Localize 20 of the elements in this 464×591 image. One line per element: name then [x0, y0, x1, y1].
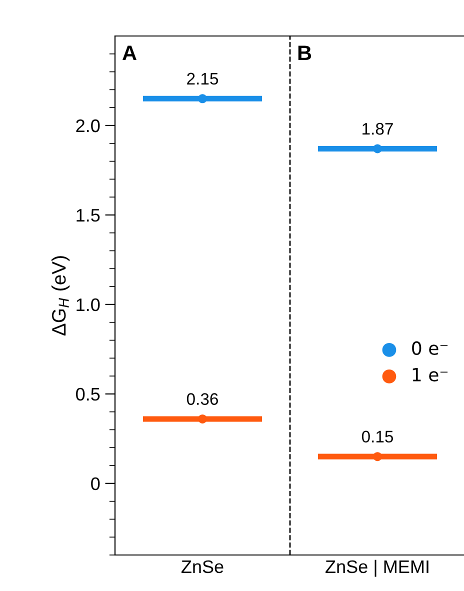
annotation: B: [298, 46, 312, 60]
y-tick-label: 1.5: [76, 209, 100, 222]
data-label: 2.15: [187, 72, 218, 85]
point: [373, 452, 382, 462]
point: [198, 94, 207, 104]
data-label: 0.36: [186, 393, 218, 405]
point: [373, 144, 382, 154]
data-label: 1.87: [362, 122, 393, 135]
y-tick-label: 2.0: [76, 119, 100, 132]
x-tick-label: ZnSe: [181, 560, 224, 574]
y-tick-label: 1.0: [76, 298, 100, 312]
data-label: 0.15: [362, 430, 394, 443]
legend-label: 0 e⁻: [412, 341, 448, 355]
x-tick-label: ZnSe | MEMI: [326, 560, 428, 577]
legend-label: 1 e⁻: [412, 368, 448, 382]
y-tick-label: 0: [91, 477, 100, 490]
annotation: A: [122, 46, 136, 60]
point: [198, 414, 207, 424]
y-axis-title: ΔG$_{H}$ (eV): [51, 256, 70, 336]
y-tick-label: 0.5: [76, 388, 100, 401]
